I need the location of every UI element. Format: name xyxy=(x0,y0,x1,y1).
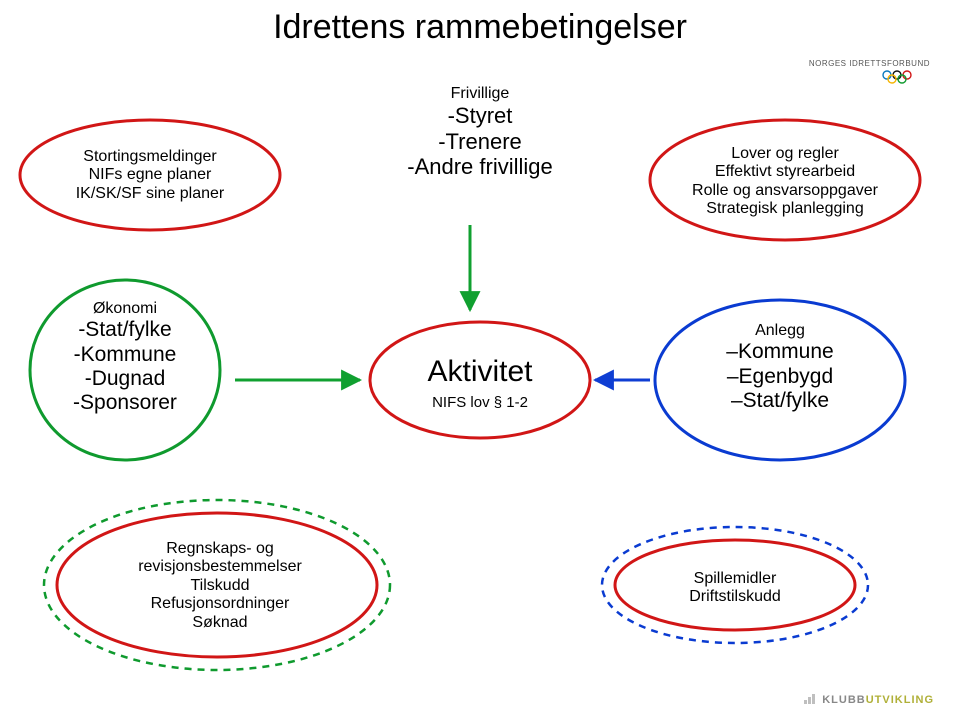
anlegg-line: –Egenbygd xyxy=(727,365,833,388)
regnskaps-line: Tilskudd xyxy=(191,577,250,594)
anlegg-line: –Kommune xyxy=(726,340,833,363)
frivillige-line: -Styret xyxy=(448,103,513,128)
anlegg-line: –Stat/fylke xyxy=(731,389,829,412)
stortings-line: NIFs egne planer xyxy=(89,166,212,183)
okonomi-line: -Kommune xyxy=(74,343,177,366)
olympic-rings-icon xyxy=(809,70,930,86)
okonomi-line: -Sponsorer xyxy=(73,391,177,414)
bottom-logo-part2: UTVIKLING xyxy=(866,694,934,706)
aktivitet-heading: Aktivitet xyxy=(427,355,532,388)
regnskaps-block: Regnskaps- og revisjonsbestemmelser Tils… xyxy=(80,540,360,632)
lover-line: Strategisk planlegging xyxy=(706,200,863,217)
lover-line: Effektivt styrearbeid xyxy=(715,163,855,180)
frivillige-block: Frivillige -Styret -Trenere -Andre frivi… xyxy=(355,85,605,180)
lover-line: Lover og regler xyxy=(731,145,839,162)
top-right-logo: NORGES IDRETTSFORBUND xyxy=(809,60,930,86)
lover-line: Rolle og ansvarsoppgaver xyxy=(692,182,878,199)
regnskaps-line: revisjonsbestemmelser xyxy=(138,558,302,575)
okonomi-line: -Dugnad xyxy=(85,367,166,390)
aktivitet-block: Aktivitet NIFS lov § 1-2 xyxy=(380,355,580,411)
okonomi-line: -Stat/fylke xyxy=(78,318,171,341)
regnskaps-line: Søknad xyxy=(192,614,247,631)
logo-text: NORGES IDRETTSFORBUND xyxy=(809,60,930,68)
frivillige-line: -Trenere xyxy=(438,129,522,154)
regnskaps-line: Regnskaps- og xyxy=(166,540,274,557)
page-title: Idrettens rammebetingelser xyxy=(0,8,960,47)
bottom-logo-part1: KLUBB xyxy=(822,694,866,706)
spillemidler-line: Driftstilskudd xyxy=(689,588,781,605)
lover-block: Lover og regler Effektivt styrearbeid Ro… xyxy=(665,145,905,219)
stortings-block: Stortingsmeldinger NIFs egne planer IK/S… xyxy=(30,148,270,203)
regnskaps-line: Refusjonsordninger xyxy=(151,595,290,612)
okonomi-heading: Økonomi xyxy=(93,300,157,317)
bottom-right-logo: KLUBBUTVIKLING xyxy=(804,692,934,706)
aktivitet-sub: NIFS lov § 1-2 xyxy=(380,394,580,411)
anlegg-heading: Anlegg xyxy=(755,322,805,339)
frivillige-line: -Andre frivillige xyxy=(407,154,553,179)
stortings-line: IK/SK/SF sine planer xyxy=(76,185,225,202)
spillemidler-block: Spillemidler Driftstilskudd xyxy=(635,570,835,607)
anlegg-block: Anlegg –Kommune –Egenbygd –Stat/fylke xyxy=(680,322,880,413)
stortings-line: Stortingsmeldinger xyxy=(83,148,216,165)
okonomi-block: Økonomi -Stat/fylke -Kommune -Dugnad -Sp… xyxy=(30,300,220,415)
frivillige-heading: Frivillige xyxy=(451,85,510,102)
spillemidler-line: Spillemidler xyxy=(694,570,777,587)
